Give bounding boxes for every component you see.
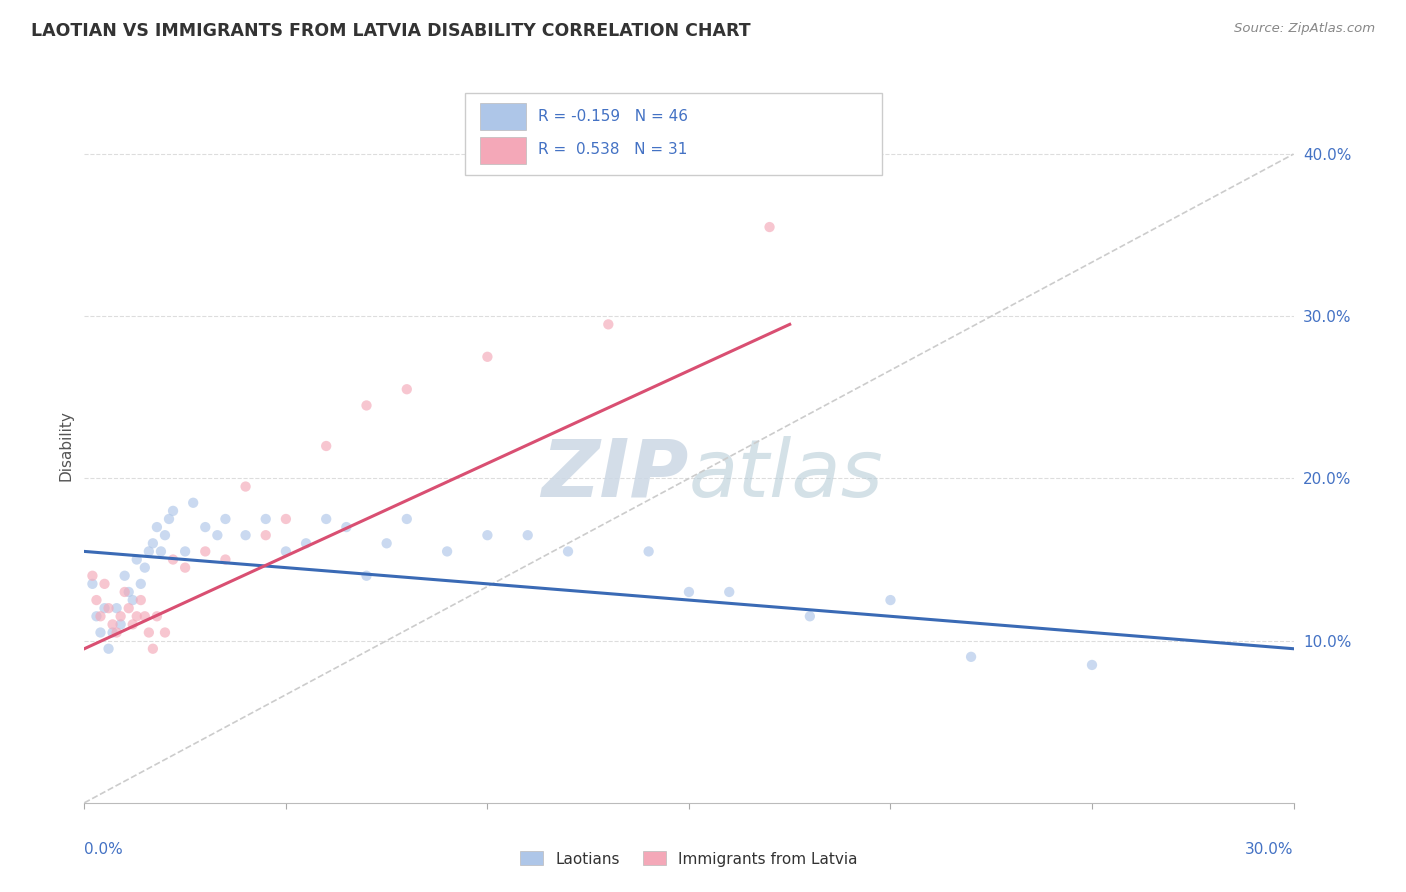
Point (134, 560, 156, 574)
Point (114, 585, 136, 599)
Point (97, 601, 120, 615)
Point (477, 528, 499, 542)
Point (315, 439, 337, 453)
Text: atlas: atlas (689, 435, 884, 514)
Point (194, 544, 217, 558)
Point (758, 220, 780, 235)
Text: 30.0%: 30.0% (1246, 842, 1294, 857)
Point (879, 593, 901, 607)
Text: Source: ZipAtlas.com: Source: ZipAtlas.com (1234, 22, 1375, 36)
Point (118, 601, 141, 615)
Point (110, 609, 132, 624)
Point (86, 609, 108, 624)
Point (181, 496, 204, 510)
Point (149, 544, 172, 558)
Point (235, 528, 257, 542)
Point (153, 528, 176, 542)
Point (375, 536, 398, 550)
Point (214, 552, 236, 566)
Point (142, 536, 165, 550)
Text: ZIP: ZIP (541, 435, 689, 514)
Point (799, 609, 821, 624)
Point (157, 512, 180, 526)
Point (142, 641, 165, 656)
Point (557, 544, 579, 558)
Point (637, 544, 659, 558)
Point (93, 577, 115, 591)
Point (194, 520, 217, 534)
Point (114, 568, 136, 582)
Point (121, 617, 143, 632)
Point (121, 593, 143, 607)
FancyBboxPatch shape (465, 93, 883, 175)
Point (125, 609, 148, 624)
Point (93, 601, 115, 615)
Point (118, 585, 141, 599)
Point (1081, 657, 1104, 672)
Point (146, 609, 169, 624)
Point (214, 512, 236, 526)
Point (86, 593, 108, 607)
Point (101, 617, 124, 632)
Point (315, 512, 337, 526)
Point (356, 399, 378, 413)
Point (162, 552, 184, 566)
Point (97, 641, 120, 656)
Point (89, 609, 111, 624)
Point (174, 544, 197, 558)
Point (395, 512, 418, 526)
Point (129, 577, 152, 591)
Point (89, 625, 111, 640)
Text: 0.0%: 0.0% (84, 842, 124, 857)
Point (295, 536, 318, 550)
Point (101, 625, 124, 640)
Point (82, 568, 104, 582)
Text: R =  0.538   N = 31: R = 0.538 N = 31 (538, 143, 688, 157)
Point (254, 512, 277, 526)
Point (235, 479, 257, 493)
Point (129, 593, 152, 607)
Point (274, 512, 297, 526)
Y-axis label: Disability: Disability (58, 410, 73, 482)
FancyBboxPatch shape (479, 103, 526, 130)
Point (356, 568, 378, 582)
Point (146, 520, 169, 534)
Text: LAOTIAN VS IMMIGRANTS FROM LATVIA DISABILITY CORRELATION CHART: LAOTIAN VS IMMIGRANTS FROM LATVIA DISABI… (31, 22, 751, 40)
Point (395, 382, 418, 396)
Point (134, 609, 156, 624)
Point (678, 585, 700, 599)
Point (436, 544, 458, 558)
Point (153, 625, 176, 640)
Point (82, 577, 104, 591)
Point (138, 625, 160, 640)
Point (138, 544, 160, 558)
Point (718, 585, 741, 599)
Point (516, 528, 538, 542)
FancyBboxPatch shape (479, 137, 526, 164)
Point (105, 625, 128, 640)
Point (598, 318, 620, 332)
Point (207, 528, 229, 542)
Point (105, 601, 128, 615)
Legend: Laotians, Immigrants from Latvia: Laotians, Immigrants from Latvia (520, 852, 858, 866)
Point (254, 528, 277, 542)
Point (174, 560, 197, 574)
Point (162, 504, 184, 518)
Point (335, 520, 357, 534)
Point (477, 350, 499, 364)
Text: R = -0.159   N = 46: R = -0.159 N = 46 (538, 109, 688, 124)
Point (125, 552, 148, 566)
Point (274, 544, 297, 558)
Point (960, 649, 983, 664)
Point (110, 617, 132, 632)
